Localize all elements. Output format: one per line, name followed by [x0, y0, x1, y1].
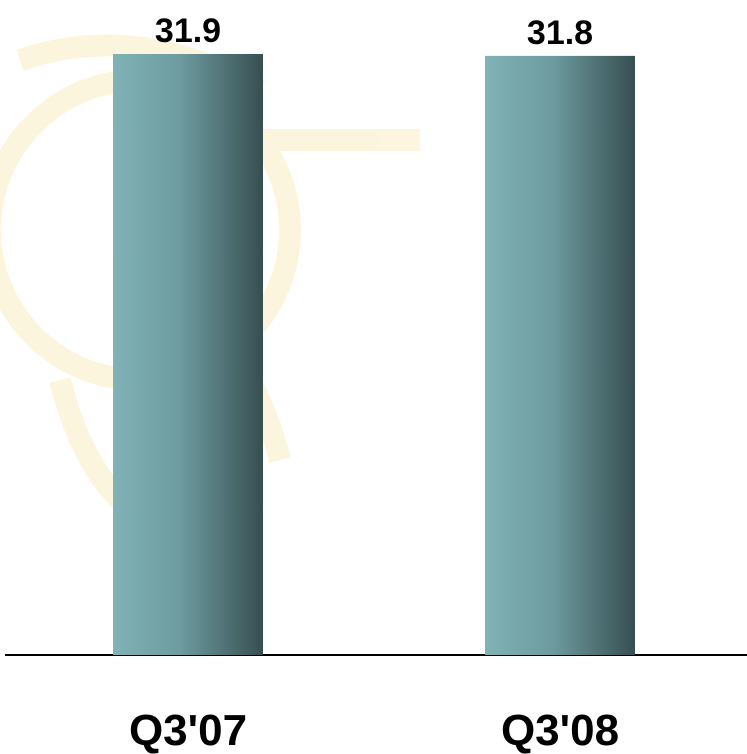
value-label: 31.8 — [527, 14, 593, 52]
bar — [113, 54, 263, 655]
x-tick-label: Q3'07 — [129, 706, 247, 754]
x-tick-label: Q3'08 — [501, 706, 619, 754]
bar — [485, 55, 635, 655]
value-label: 31.9 — [155, 12, 221, 50]
